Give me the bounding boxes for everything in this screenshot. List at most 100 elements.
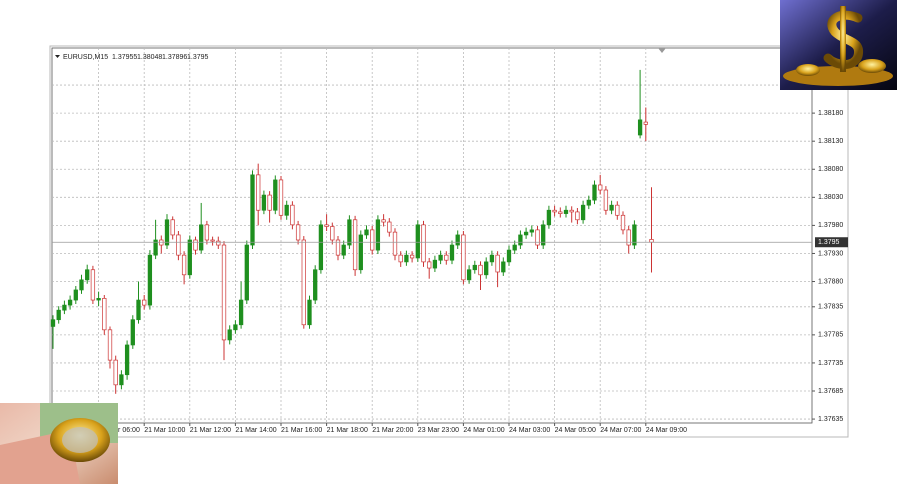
grid — [52, 48, 812, 423]
candle-body — [375, 219, 381, 251]
candle-body — [381, 219, 386, 223]
candle-body — [506, 249, 512, 263]
candle-body — [444, 254, 449, 261]
candle-body — [392, 231, 398, 256]
candle-body — [90, 269, 96, 301]
candle-body — [529, 229, 534, 233]
candle-body — [261, 194, 267, 211]
axis: 1.382301.381801.381301.380801.380301.379… — [52, 82, 848, 434]
coin — [796, 64, 820, 76]
candle-body — [472, 264, 477, 271]
candle-body — [170, 219, 175, 236]
dollar-bar — [840, 6, 846, 72]
candle-body — [347, 219, 352, 246]
candle-body — [324, 224, 329, 227]
candle-body — [535, 229, 540, 246]
candle-body — [449, 244, 455, 261]
candle-body — [421, 224, 426, 263]
euro-image — [0, 403, 118, 484]
candle-body — [330, 226, 335, 241]
coin — [858, 59, 886, 73]
y-tick-label: 1.37880 — [818, 278, 843, 285]
last-high: 1.38048 — [137, 54, 162, 61]
candle-body — [620, 214, 626, 231]
candle-body — [484, 261, 489, 276]
x-tick-label: 21 Mar 20:00 — [372, 427, 413, 434]
candle-body — [501, 261, 506, 273]
y-tick-label: 1.38180 — [818, 110, 843, 117]
x-tick-label: 24 Mar 09:00 — [646, 427, 687, 434]
candle-body — [267, 194, 272, 211]
candle-body — [56, 309, 61, 321]
candle-body — [352, 219, 358, 271]
candle-body — [199, 224, 204, 251]
candle-body — [598, 184, 603, 191]
x-tick-label: 24 Mar 07:00 — [600, 427, 641, 434]
candle-body — [307, 299, 312, 326]
candle-body — [609, 204, 614, 211]
candle-body — [102, 298, 107, 331]
candle-body — [301, 239, 306, 326]
candle-body — [455, 234, 460, 246]
candle-body — [615, 204, 620, 216]
candle-body — [107, 329, 113, 361]
last-open: 1.37955 — [112, 54, 137, 61]
y-tick-label: 1.38080 — [818, 166, 843, 173]
x-tick-label: 24 Mar 05:00 — [555, 427, 596, 434]
x-tick-label: 21 Mar 18:00 — [327, 427, 368, 434]
candle-body — [233, 324, 238, 331]
chart-header: EURUSD,M15 1.37955 1.38048 1.37896 1.379… — [55, 54, 209, 61]
candle-body — [318, 224, 324, 271]
candle-body — [119, 374, 124, 386]
last-close: 1.3795 — [187, 54, 209, 61]
candle-body — [398, 254, 403, 263]
header-arrow — [55, 55, 60, 58]
candle-body — [290, 204, 295, 226]
candle-body — [637, 119, 643, 136]
candle-body — [130, 319, 135, 346]
chart-shift-marker — [658, 48, 666, 53]
candle-body — [187, 239, 192, 276]
y-tick-label: 1.37980 — [818, 222, 843, 229]
candle-body — [193, 239, 198, 251]
candle-body — [210, 239, 215, 242]
candle-body — [603, 189, 609, 211]
candle-body — [495, 254, 500, 273]
candle-body — [204, 224, 210, 241]
candle-body — [79, 279, 84, 291]
candle-body — [238, 299, 244, 326]
y-tick-label: 1.37930 — [818, 250, 843, 257]
candle-body — [142, 299, 147, 306]
candle-body — [113, 359, 118, 386]
candle-body — [62, 304, 67, 311]
candle-body — [415, 224, 420, 259]
candle-body — [478, 264, 483, 276]
candle-body — [250, 174, 255, 246]
candle-body — [558, 211, 563, 214]
candles — [50, 69, 812, 394]
candle-body — [176, 234, 181, 256]
candle-body — [626, 229, 631, 246]
candle-body — [586, 199, 591, 206]
candle-body — [592, 184, 597, 201]
candle-body — [643, 121, 648, 125]
candle-body — [569, 209, 574, 213]
candle-body — [221, 244, 227, 341]
candle-body — [295, 224, 301, 241]
y-tick-label: 1.37685 — [818, 388, 843, 395]
current-price-box — [815, 237, 848, 248]
candle-body — [541, 224, 546, 246]
candle-body — [552, 209, 557, 213]
y-tick-label: 1.37735 — [818, 360, 843, 367]
y-tick-label: 1.37785 — [818, 332, 843, 339]
candle-body — [632, 224, 637, 246]
candle-body — [284, 204, 289, 216]
candle-body — [358, 234, 363, 271]
candle-body — [387, 221, 392, 233]
candle-body — [278, 179, 284, 216]
y-tick-label: 1.37835 — [818, 304, 843, 311]
y-tick-label: 1.37635 — [818, 416, 843, 423]
candle-body — [523, 231, 529, 236]
candle-body — [575, 211, 580, 221]
